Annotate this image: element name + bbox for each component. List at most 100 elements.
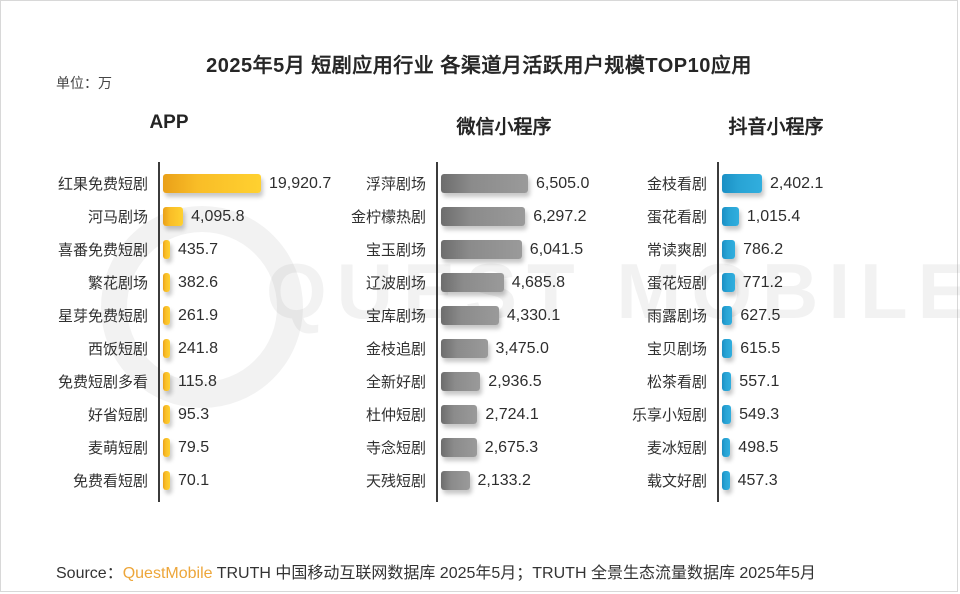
app-name-label: 金枝看剧 (646, 176, 707, 193)
value-bar (441, 273, 504, 292)
chart-row: 雨露剧场 627.5 (607, 299, 823, 332)
chart-row: 红果免费短剧 19,920.7 (48, 167, 331, 200)
chart-row: 天残短剧 2,133.2 (326, 464, 589, 497)
app-name-label: 松茶看剧 (646, 374, 707, 391)
value-label: 2,402.1 (770, 174, 824, 192)
value-bar (441, 240, 522, 259)
app-name-label: 喜番免费短剧 (57, 242, 148, 259)
value-label: 627.5 (740, 306, 781, 324)
value-label: 2,133.2 (477, 471, 531, 489)
app-name-label: 雨露剧场 (646, 308, 707, 325)
chart-row: 浮萍剧场 6,505.0 (326, 167, 589, 200)
app-name-label: 金枝追剧 (365, 341, 426, 358)
chart-row: 常读爽剧 786.2 (607, 233, 823, 266)
source-brand: QuestMobile (122, 565, 213, 582)
source-line: Source：QuestMobile TRUTH 中国移动互联网数据库 2025… (56, 559, 816, 583)
value-bar (163, 471, 170, 490)
value-bar (722, 273, 735, 292)
value-label: 2,675.3 (484, 438, 539, 456)
chart-row: 松茶看剧 557.1 (607, 365, 823, 398)
app-name-label: 宝库剧场 (365, 308, 426, 325)
value-label: 3,475.0 (495, 339, 549, 357)
app-name-label: 浮萍剧场 (365, 176, 426, 193)
chart-row: 宝贝剧场 615.5 (607, 332, 823, 365)
chart-row: 宝玉剧场 6,041.5 (326, 233, 589, 266)
chart-row: 杜仲短剧 2,724.1 (326, 398, 589, 431)
chart-row: 免费看短剧 70.1 (48, 464, 331, 497)
bar-chart-column-douyin: 金枝看剧 2,402.1 蛋花看剧 1,015.4 常读爽剧 786.2 蛋花短剧 771.2… (607, 162, 824, 502)
chart-row: 金柠檬热剧 6,297.2 (326, 200, 589, 233)
source-prefix: Source： (56, 565, 123, 582)
value-label: 435.7 (178, 240, 219, 258)
value-bar (722, 240, 736, 259)
value-bar (163, 372, 170, 391)
chart-row: 麦萌短剧 79.5 (48, 431, 331, 464)
chart-row: 河马剧场 4,095.8 (48, 200, 331, 233)
value-label: 6,297.2 (533, 207, 587, 225)
axis-line (436, 162, 438, 502)
axis-line (717, 162, 719, 502)
value-bar (441, 438, 477, 457)
value-bar (163, 174, 261, 193)
value-bar (722, 339, 733, 358)
chart-row: 蛋花短剧 771.2 (607, 266, 823, 299)
chart-row: 金枝追剧 3,475.0 (326, 332, 589, 365)
value-label: 786.2 (743, 240, 784, 258)
app-name-label: 麦萌短剧 (87, 440, 148, 457)
app-name-label: 星芽免费短剧 (57, 308, 148, 325)
chart-row: 免费短剧多看 115.8 (48, 365, 331, 398)
chart-row: 繁花剧场 382.6 (48, 266, 331, 299)
app-name-label: 宝玉剧场 (365, 242, 426, 259)
column-header-app: APP (149, 112, 189, 133)
app-name-label: 繁花剧场 (87, 275, 148, 292)
value-label: 2,724.1 (485, 405, 539, 423)
watermark-text: QUEST MOBILE (266, 247, 960, 335)
column-header-wechat-miniprogram: 微信小程序 (456, 117, 552, 138)
chart-row: 载文好剧 457.3 (607, 464, 823, 497)
value-label: 19,920.7 (269, 174, 332, 192)
value-bar (441, 339, 488, 358)
value-bar (163, 306, 170, 325)
chart-row: 好省短剧 95.3 (48, 398, 331, 431)
value-label: 771.2 (742, 273, 783, 291)
column-header-douyin-miniprogram: 抖音小程序 (728, 117, 824, 138)
app-name-label: 乐享小短剧 (631, 407, 707, 424)
value-label: 382.6 (178, 273, 219, 291)
value-label: 70.1 (178, 471, 210, 489)
value-label: 6,041.5 (529, 240, 584, 258)
value-label: 549.3 (739, 405, 780, 423)
app-name-label: 天残短剧 (365, 473, 426, 490)
app-name-label: 西饭短剧 (87, 341, 148, 358)
value-bar (441, 306, 499, 325)
app-name-label: 麦冰短剧 (646, 440, 707, 457)
value-label: 6,505.0 (536, 174, 590, 192)
app-name-label: 河马剧场 (87, 209, 148, 226)
value-label: 615.5 (740, 339, 781, 357)
value-bar (163, 240, 170, 259)
source-text: TRUTH 中国移动互联网数据库 2025年5月；TRUTH 全景生态流量数据库… (212, 565, 816, 582)
axis-line (158, 162, 160, 502)
value-bar (163, 207, 184, 226)
value-label: 457.3 (737, 471, 778, 489)
app-name-label: 全新好剧 (365, 374, 426, 391)
value-label: 95.3 (178, 405, 210, 423)
page-title: 2025年5月 短剧应用行业 各渠道月活跃用户规模TOP10应用 (206, 55, 752, 77)
value-label: 241.8 (178, 339, 219, 357)
app-name-label: 载文好剧 (646, 473, 707, 490)
chart-row: 星芽免费短剧 261.9 (48, 299, 331, 332)
value-label: 4,095.8 (191, 207, 245, 225)
value-bar (441, 471, 470, 490)
value-bar (441, 207, 526, 226)
chart-row: 喜番免费短剧 435.7 (48, 233, 331, 266)
value-label: 79.5 (178, 438, 210, 456)
app-name-label: 辽波剧场 (365, 275, 426, 292)
value-label: 1,015.4 (746, 207, 801, 225)
value-bar (441, 372, 481, 391)
value-bar (163, 339, 170, 358)
value-label: 557.1 (739, 372, 780, 390)
chart-row: 西饭短剧 241.8 (48, 332, 331, 365)
app-name-label: 宝贝剧场 (646, 341, 707, 358)
value-bar (163, 273, 170, 292)
bar-chart-column-app: 红果免费短剧 19,920.7 河马剧场 4,095.8 喜番免费短剧 435.7 繁花剧场… (48, 162, 331, 502)
value-bar (722, 471, 730, 490)
